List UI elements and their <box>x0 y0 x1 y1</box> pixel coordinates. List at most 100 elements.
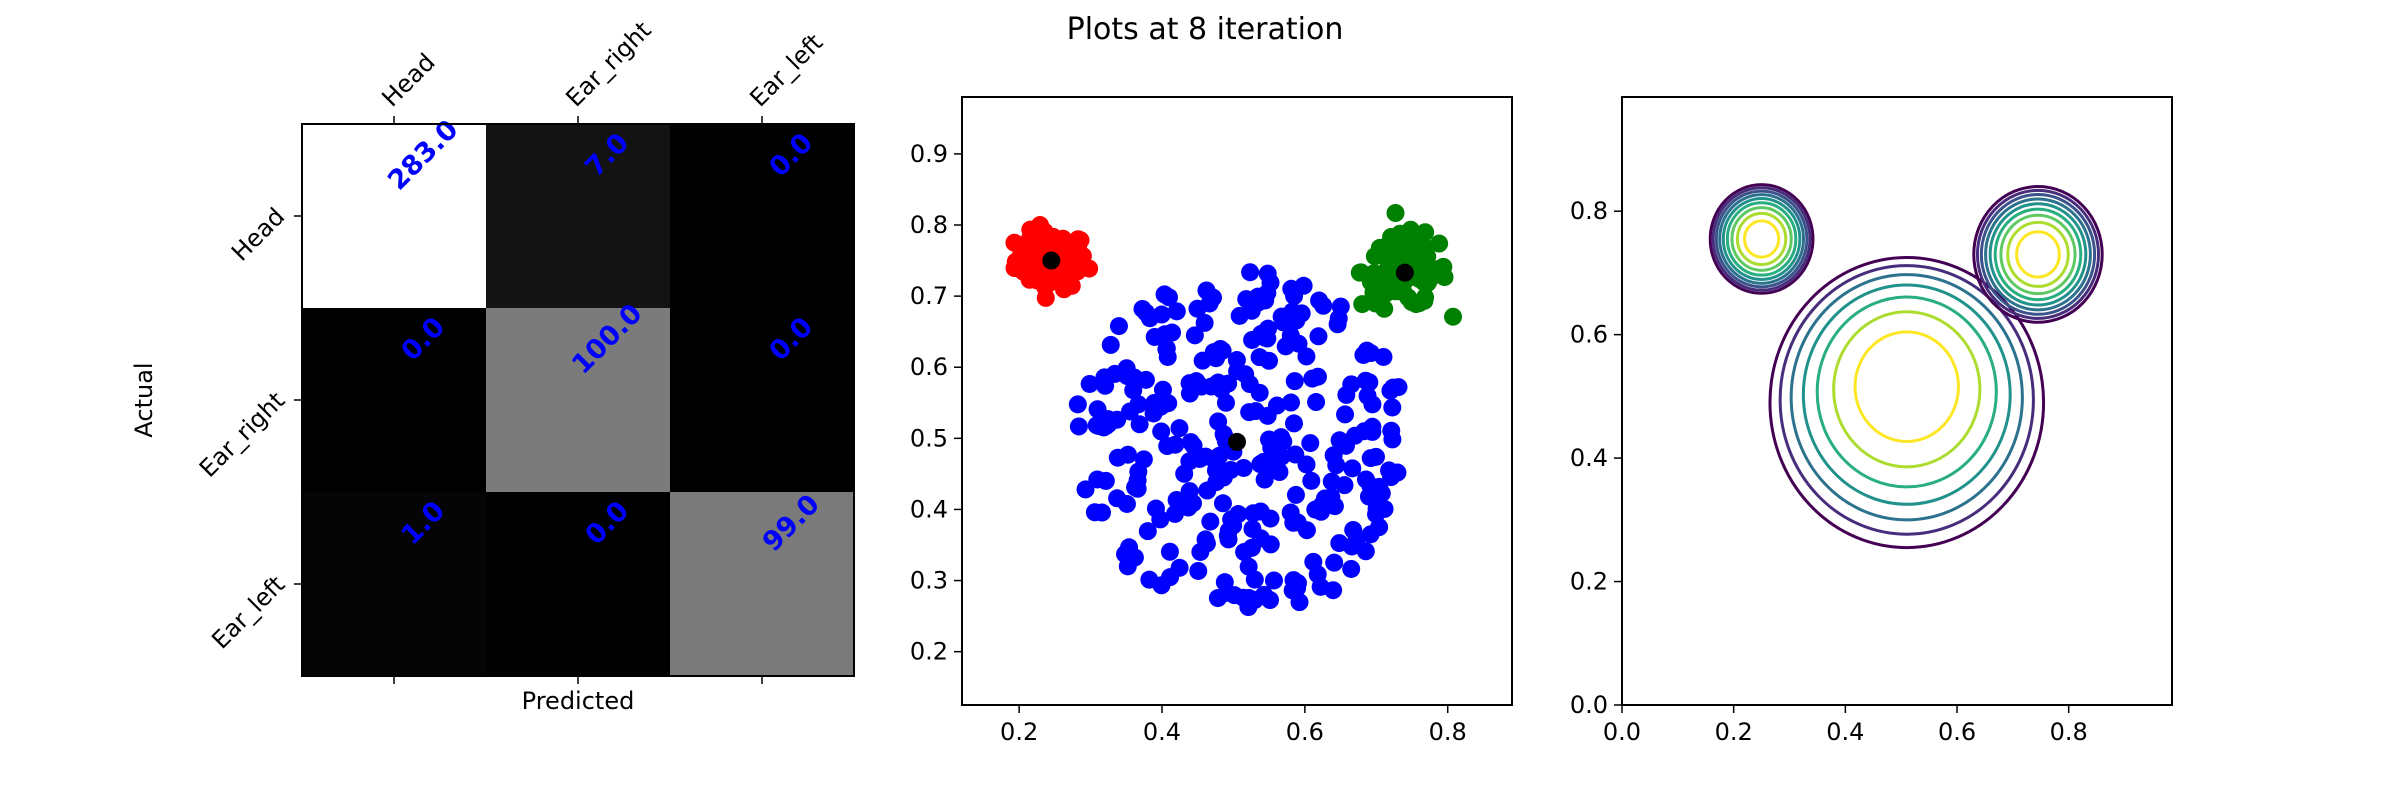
cm-cell-0-1 <box>486 124 670 308</box>
scatter-point <box>1372 484 1391 503</box>
scatter-point <box>1215 573 1234 592</box>
scatter-point <box>1306 500 1325 519</box>
scatter-point <box>1376 262 1395 281</box>
scatter-point <box>1160 542 1179 561</box>
cm-cell-1-0 <box>302 308 486 492</box>
scatter-point <box>1399 288 1418 307</box>
scatter-point <box>1367 499 1386 518</box>
contour-line <box>1789 273 2024 522</box>
scatter-point <box>1197 281 1216 300</box>
scatter-point <box>1206 461 1225 480</box>
scatter-point <box>1324 581 1343 600</box>
scatter-point <box>1236 365 1255 384</box>
scatter-point <box>1303 369 1322 388</box>
cm-y-axis-label: Actual <box>130 362 158 437</box>
scatter-point <box>1185 326 1204 345</box>
scatter-x-tick-label: 0.2 <box>1000 718 1038 746</box>
contour-line <box>1972 185 2104 324</box>
scatter-point <box>1069 239 1088 258</box>
scatter-point <box>1297 455 1316 474</box>
scatter-point <box>1336 436 1355 455</box>
scatter-point <box>1092 503 1111 522</box>
contour-line <box>1853 330 1960 443</box>
scatter-point <box>1361 449 1380 468</box>
cm-cell-1-2 <box>670 308 854 492</box>
scatter-point <box>1251 529 1270 548</box>
scatter-point <box>1286 485 1305 504</box>
scatter-point <box>1146 499 1165 518</box>
scatter-point <box>1250 348 1269 367</box>
scatter-point <box>1035 267 1054 286</box>
cm-cell-1-1 <box>486 308 670 492</box>
scatter-point <box>1184 436 1203 455</box>
scatter-point <box>1021 220 1040 239</box>
scatter-point <box>1276 337 1295 356</box>
scatter-point <box>1284 513 1303 532</box>
scatter-x-tick-label: 0.6 <box>1286 718 1324 746</box>
contour-x-tick-label: 0.8 <box>2050 718 2088 746</box>
scatter-point <box>1261 591 1280 610</box>
scatter-point <box>1336 405 1355 424</box>
scatter-point <box>1246 402 1265 421</box>
cm-y-tick-label: Ear_left <box>206 570 290 654</box>
scatter-point <box>1258 329 1277 348</box>
scatter-point <box>1281 393 1300 412</box>
scatter-point <box>1331 297 1350 316</box>
scatter-point <box>1245 570 1264 589</box>
cm-y-tick-label: Head <box>226 202 290 266</box>
scatter-point <box>1356 470 1375 489</box>
scatter-point <box>1388 463 1407 482</box>
contour-x-tick-label: 0.4 <box>1826 718 1864 746</box>
scatter-point <box>1390 224 1409 243</box>
scatter-point <box>1201 512 1220 531</box>
scatter-y-tick-label: 0.5 <box>910 424 948 452</box>
contour-line <box>2015 230 2061 279</box>
contour-x-tick-label: 0.2 <box>1715 718 1753 746</box>
scatter-point <box>1209 412 1228 431</box>
scatter-point <box>1386 203 1405 222</box>
scatter-point <box>1196 530 1215 549</box>
contour-line <box>1768 255 2046 550</box>
scatter-point <box>1144 404 1163 423</box>
contour-y-tick-label: 0.8 <box>1570 197 1608 225</box>
scatter-point <box>1155 325 1174 344</box>
scatter-point <box>1354 345 1373 364</box>
scatter-x-tick-label: 0.8 <box>1429 718 1467 746</box>
scatter-point <box>1195 313 1214 332</box>
scatter-point <box>1087 416 1106 435</box>
scatter-point <box>1325 497 1344 516</box>
scatter-point <box>1285 372 1304 391</box>
scatter-point <box>1060 261 1079 280</box>
figure-title: Plots at 8 iteration <box>1067 12 1344 47</box>
scatter-point <box>1088 470 1107 489</box>
scatter-point <box>1188 299 1207 318</box>
contour-line <box>1993 207 2083 302</box>
contour-y-tick-label: 0.4 <box>1570 444 1608 472</box>
scatter-point <box>1288 574 1307 593</box>
scatter-centroid <box>1395 263 1414 282</box>
scatter-x-tick-label: 0.4 <box>1143 718 1181 746</box>
scatter-point <box>1080 259 1099 278</box>
contour-line <box>1725 201 1798 277</box>
scatter-point <box>1158 347 1177 366</box>
cm-cell-2-0 <box>302 492 486 676</box>
scatter-point <box>1335 476 1354 495</box>
scatter-point <box>1076 480 1095 499</box>
contour-line <box>1832 310 1982 469</box>
scatter-point <box>1221 460 1240 479</box>
scatter-point <box>1180 452 1199 471</box>
scatter-point <box>1101 335 1120 354</box>
scatter-point <box>1219 521 1238 540</box>
scatter-point <box>1170 419 1189 438</box>
scatter-point <box>1080 374 1099 393</box>
contour-x-tick-label: 0.6 <box>1938 718 1976 746</box>
scatter-point <box>1360 373 1379 392</box>
scatter-point <box>1120 538 1139 557</box>
scatter-y-tick-label: 0.3 <box>910 567 948 595</box>
scatter-point <box>1324 446 1343 465</box>
contour-y-tick-label: 0.0 <box>1570 691 1608 719</box>
scatter-point <box>1167 302 1186 321</box>
scatter-point <box>1251 502 1270 521</box>
